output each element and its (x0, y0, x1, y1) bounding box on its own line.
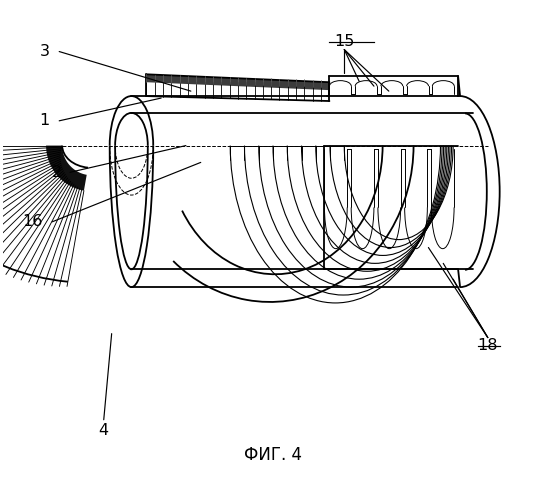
Text: 2: 2 (52, 165, 62, 180)
Text: 18: 18 (478, 338, 498, 353)
Text: 3: 3 (39, 44, 49, 59)
Text: 16: 16 (22, 214, 43, 229)
Polygon shape (146, 74, 329, 90)
Text: ФИГ. 4: ФИГ. 4 (244, 447, 302, 465)
Text: 1: 1 (39, 113, 50, 128)
Text: 15: 15 (334, 34, 354, 49)
Text: 4: 4 (99, 423, 109, 438)
Polygon shape (46, 146, 87, 191)
